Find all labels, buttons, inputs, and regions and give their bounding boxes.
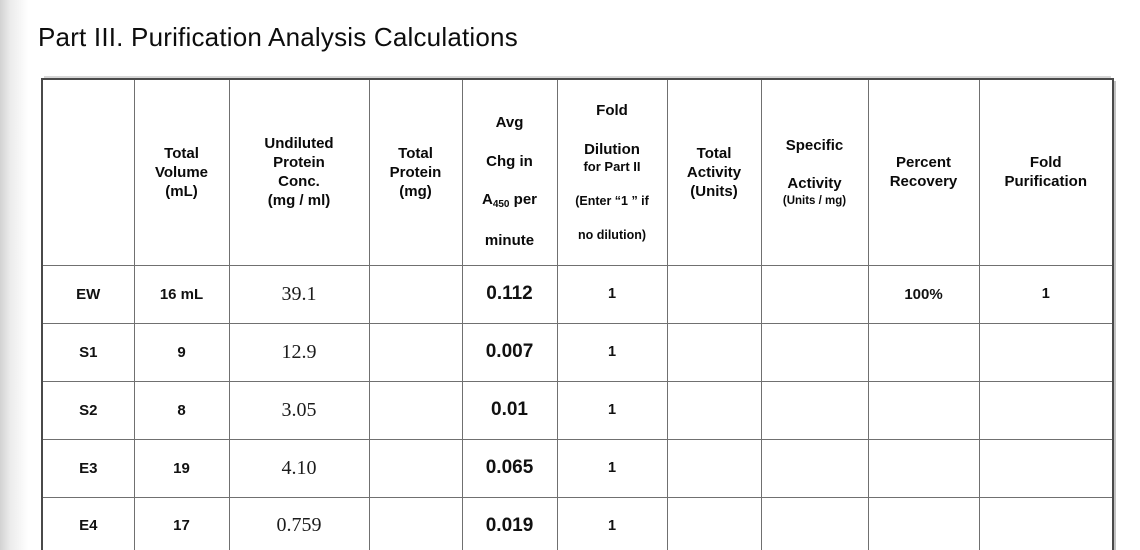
cell-total-protein <box>368 496 463 550</box>
header-total-volume: Total Volume (mL) <box>133 78 230 266</box>
row-label: E4 <box>41 496 135 550</box>
page-title: Part III. Purification Analysis Calculat… <box>38 22 518 52</box>
cell-total-activity <box>666 496 762 550</box>
table-row-e4: E4 17 0.759 0.019 1 <box>41 496 1114 550</box>
header-row-label <box>41 78 135 266</box>
cell-total-protein <box>368 322 463 382</box>
cell-fold-dilution: 1 <box>556 380 668 440</box>
table-row-s2: S2 8 3.05 0.01 1 <box>41 380 1114 440</box>
row-label: S2 <box>41 380 135 440</box>
cell-avg-chg: 0.019 <box>461 496 558 550</box>
cell-specific-activity <box>760 322 869 382</box>
row-label: EW <box>41 264 135 324</box>
cell-specific-activity <box>760 380 869 440</box>
header-total-activity: Total Activity (Units) <box>666 78 762 266</box>
purification-table: Total Volume (mL) Undiluted Protein Conc… <box>41 78 1114 550</box>
cell-avg-chg: 0.007 <box>461 322 558 382</box>
cell-total-protein <box>368 264 463 324</box>
table-header-row: Total Volume (mL) Undiluted Protein Conc… <box>41 78 1114 266</box>
header-fold-purification: Fold Purification <box>978 78 1114 266</box>
cell-fold-purification <box>978 438 1114 498</box>
cell-total-protein <box>368 438 463 498</box>
cell-percent-recovery <box>867 438 980 498</box>
cell-fold-purification <box>978 496 1114 550</box>
cell-fold-purification: 1 <box>978 264 1114 324</box>
cell-protein-conc: 4.10 <box>228 438 370 498</box>
cell-protein-conc: 12.9 <box>228 322 370 382</box>
cell-specific-activity <box>760 264 869 324</box>
cell-fold-purification <box>978 380 1114 440</box>
cell-total-activity <box>666 438 762 498</box>
row-label: E3 <box>41 438 135 498</box>
cell-percent-recovery <box>867 322 980 382</box>
cell-protein-conc: 3.05 <box>228 380 370 440</box>
a450-subscript: 450 <box>492 199 510 211</box>
cell-total-volume: 9 <box>133 322 230 382</box>
cell-fold-dilution: 1 <box>556 264 668 324</box>
header-fold-dilution: Fold Dilution for Part II (Enter “1 ” if… <box>556 78 668 266</box>
page-edge-shadow <box>0 0 30 550</box>
header-avg-chg: Avg Chg in A450 per minute <box>461 78 558 266</box>
cell-total-protein <box>368 380 463 440</box>
row-label: S1 <box>41 322 135 382</box>
header-percent-recovery: Percent Recovery <box>867 78 980 266</box>
cell-total-volume: 17 <box>133 496 230 550</box>
cell-specific-activity <box>760 438 869 498</box>
header-protein-conc: Undiluted Protein Conc. (mg / ml) <box>228 78 370 266</box>
cell-total-volume: 8 <box>133 380 230 440</box>
cell-fold-dilution: 1 <box>556 438 668 498</box>
cell-protein-conc: 0.759 <box>228 496 370 550</box>
header-total-protein: Total Protein (mg) <box>368 78 463 266</box>
cell-protein-conc: 39.1 <box>228 264 370 324</box>
cell-percent-recovery <box>867 496 980 550</box>
cell-avg-chg: 0.065 <box>461 438 558 498</box>
cell-fold-purification <box>978 322 1114 382</box>
cell-avg-chg: 0.112 <box>461 264 558 324</box>
cell-percent-recovery <box>867 380 980 440</box>
cell-total-volume: 16 mL <box>133 264 230 324</box>
cell-total-activity <box>666 380 762 440</box>
cell-fold-dilution: 1 <box>556 322 668 382</box>
cell-total-volume: 19 <box>133 438 230 498</box>
table-row-e3: E3 19 4.10 0.065 1 <box>41 438 1114 498</box>
cell-fold-dilution: 1 <box>556 496 668 550</box>
header-specific-activity: Specific Activity (Units / mg) <box>760 78 869 266</box>
cell-percent-recovery: 100% <box>867 264 980 324</box>
table-row-ew: EW 16 mL 39.1 0.112 1 100% 1 <box>41 264 1114 324</box>
cell-specific-activity <box>760 496 869 550</box>
table-row-s1: S1 9 12.9 0.007 1 <box>41 322 1114 382</box>
cell-avg-chg: 0.01 <box>461 380 558 440</box>
cell-total-activity <box>666 264 762 324</box>
cell-total-activity <box>666 322 762 382</box>
